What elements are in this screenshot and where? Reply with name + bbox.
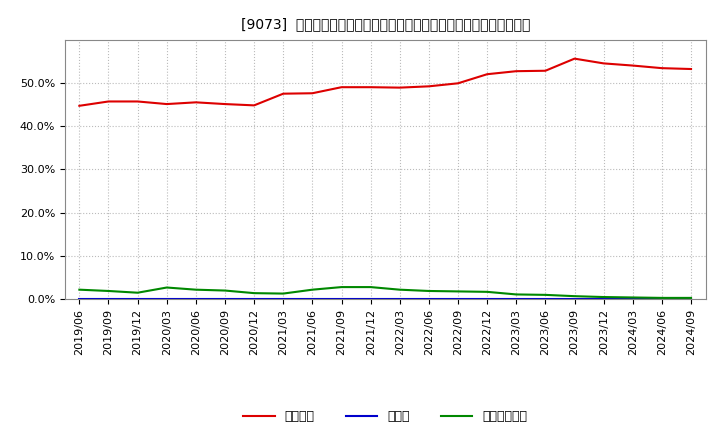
のれん xyxy=(104,297,113,302)
のれん xyxy=(599,297,608,302)
Line: 自己資本: 自己資本 xyxy=(79,59,691,106)
のれん xyxy=(687,297,696,302)
のれん xyxy=(454,297,462,302)
のれん xyxy=(657,297,666,302)
Line: 繰延税金資産: 繰延税金資産 xyxy=(79,287,691,298)
自己資本 xyxy=(366,84,375,90)
繰延税金資産 xyxy=(395,287,404,292)
のれん xyxy=(279,297,287,302)
のれん xyxy=(541,297,550,302)
繰延税金資産 xyxy=(541,292,550,297)
自己資本 xyxy=(337,84,346,90)
繰延税金資産 xyxy=(425,288,433,293)
繰延税金資産 xyxy=(629,295,637,300)
繰延税金資産 xyxy=(454,289,462,294)
繰延税金資産 xyxy=(279,291,287,296)
繰延税金資産 xyxy=(250,290,258,296)
のれん xyxy=(366,297,375,302)
繰延税金資産 xyxy=(220,288,229,293)
のれん xyxy=(570,297,579,302)
のれん xyxy=(75,297,84,302)
Legend: 自己資本, のれん, 繰延税金資産: 自己資本, のれん, 繰延税金資産 xyxy=(238,405,532,428)
のれん xyxy=(629,297,637,302)
繰延税金資産 xyxy=(75,287,84,292)
繰延税金資産 xyxy=(163,285,171,290)
自己資本 xyxy=(308,91,317,96)
のれん xyxy=(483,297,492,302)
自己資本 xyxy=(163,102,171,107)
繰延税金資産 xyxy=(366,284,375,290)
のれん xyxy=(220,297,229,302)
繰延税金資産 xyxy=(337,284,346,290)
自己資本 xyxy=(104,99,113,104)
自己資本 xyxy=(687,66,696,72)
自己資本 xyxy=(425,84,433,89)
繰延税金資産 xyxy=(657,295,666,301)
繰延税金資産 xyxy=(104,288,113,293)
自己資本 xyxy=(220,102,229,107)
のれん xyxy=(250,297,258,302)
繰延税金資産 xyxy=(599,294,608,300)
自己資本 xyxy=(192,100,200,105)
自己資本 xyxy=(279,91,287,96)
のれん xyxy=(192,297,200,302)
のれん xyxy=(337,297,346,302)
自己資本 xyxy=(657,66,666,71)
繰延税金資産 xyxy=(133,290,142,295)
Title: [9073]  自己資本、のれん、繰延税金資産の総資産に対する比率の推移: [9073] 自己資本、のれん、繰延税金資産の総資産に対する比率の推移 xyxy=(240,18,530,32)
自己資本 xyxy=(570,56,579,61)
自己資本 xyxy=(483,72,492,77)
繰延税金資産 xyxy=(687,295,696,301)
自己資本 xyxy=(250,103,258,108)
自己資本 xyxy=(512,69,521,74)
のれん xyxy=(133,297,142,302)
のれん xyxy=(308,297,317,302)
繰延税金資産 xyxy=(483,289,492,294)
のれん xyxy=(512,297,521,302)
自己資本 xyxy=(454,81,462,86)
繰延税金資産 xyxy=(570,293,579,299)
繰延税金資産 xyxy=(192,287,200,292)
繰延税金資産 xyxy=(308,287,317,292)
自己資本 xyxy=(75,103,84,108)
のれん xyxy=(425,297,433,302)
のれん xyxy=(163,297,171,302)
自己資本 xyxy=(599,61,608,66)
自己資本 xyxy=(395,85,404,90)
自己資本 xyxy=(133,99,142,104)
のれん xyxy=(395,297,404,302)
繰延税金資産 xyxy=(512,292,521,297)
自己資本 xyxy=(541,68,550,73)
自己資本 xyxy=(629,63,637,68)
